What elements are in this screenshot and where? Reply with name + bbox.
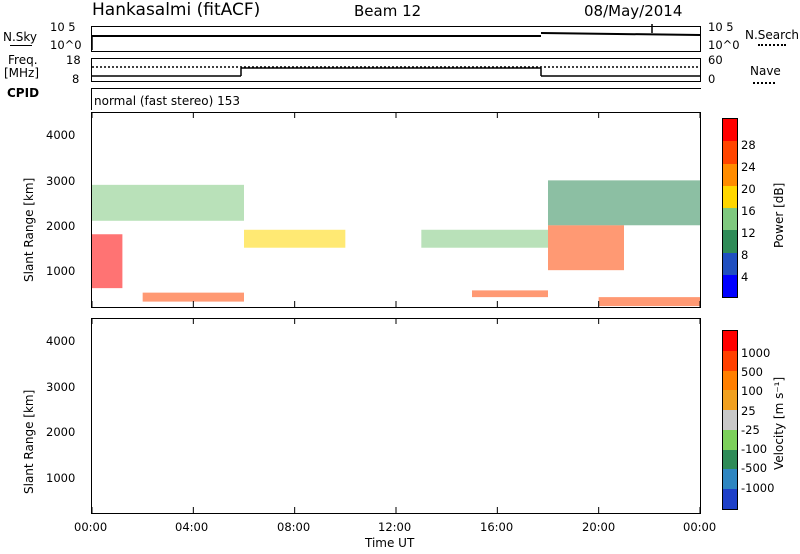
velocity-ytick-1000: 1000 [46, 471, 76, 485]
beam-title: Beam 12 [354, 2, 422, 20]
power-cbar-tick-4: 4 [741, 270, 749, 284]
velocity-cbar-tick-neg100: -100 [741, 442, 768, 456]
velocity-cbar-label: Velocity [m s⁻¹] [772, 376, 786, 470]
velocity-cbar-tick-neg500: -500 [741, 461, 768, 475]
x-tick-2: 08:00 [277, 520, 311, 534]
cpid-mode-text: normal (fast stereo) 153 [94, 94, 241, 108]
colorbar-segment [723, 331, 737, 351]
power-ylabel: Slant Range [km] [22, 177, 36, 282]
n-sky-tick-top: 10 5 [50, 20, 76, 34]
nave-tick-top: 60 [708, 53, 723, 67]
n-search-tick-bottom: 10^0 [708, 38, 740, 52]
velocity-ytick-3000: 3000 [46, 380, 76, 394]
power-cbar-tick-16: 16 [741, 204, 756, 218]
power-region [92, 234, 123, 289]
colorbar-segment [723, 208, 737, 231]
x-tick-0: 00:00 [74, 520, 108, 534]
colorbar-segment [723, 230, 737, 253]
power-cbar-tick-20: 20 [741, 182, 756, 196]
n-search-tick-top: 10 5 [708, 20, 734, 34]
sky-search-panel [91, 26, 701, 52]
x-axis-label: Time UT [365, 536, 415, 550]
power-region [598, 297, 700, 307]
cpid-label: CPID [7, 86, 40, 100]
n-sky-trace [540, 32, 701, 36]
colorbar-segment [723, 350, 737, 371]
freq-unit-label: [MHz] [4, 66, 40, 80]
nave-dotted-line [753, 82, 775, 84]
colorbar-segment [723, 252, 737, 275]
power-region [244, 229, 346, 248]
power-region [421, 229, 548, 248]
colorbar-segment [723, 449, 737, 470]
power-ytick-4000: 4000 [46, 128, 76, 142]
x-tick-5: 20:00 [582, 520, 616, 534]
n-sky-tick-bottom: 10^0 [50, 38, 82, 52]
velocity-colorbar [722, 330, 738, 510]
velocity-ytick-2000: 2000 [46, 425, 76, 439]
colorbar-segment [723, 370, 737, 391]
power-ytick-1000: 1000 [46, 264, 76, 278]
freq-label: Freq. [8, 53, 38, 67]
velocity-cbar-tick-500: 500 [741, 365, 763, 379]
velocity-cbar-tick-neg25: -25 [741, 423, 760, 437]
velocity-ytick-4000: 4000 [46, 334, 76, 348]
colorbar-segment [723, 274, 737, 297]
x-tick-6: 00:00 [683, 520, 717, 534]
colorbar-segment [723, 163, 737, 186]
colorbar-segment [723, 429, 737, 450]
colorbar-segment [723, 469, 737, 490]
x-tick-1: 04:00 [175, 520, 209, 534]
date-title: 08/May/2014 [584, 2, 683, 20]
colorbar-segment [723, 489, 737, 509]
colorbar-segment [723, 141, 737, 164]
power-region [548, 225, 624, 271]
n-search-label: N.Search [745, 28, 800, 42]
velocity-cbar-tick-25: 25 [741, 404, 756, 418]
power-region [548, 180, 700, 226]
power-ytick-2000: 2000 [46, 219, 76, 233]
n-sky-label: N.Sky [3, 30, 38, 44]
velocity-cbar-tick-neg1000: -1000 [741, 481, 775, 495]
power-cbar-tick-12: 12 [741, 226, 756, 240]
velocity-panel-frame [91, 318, 701, 514]
velocity-cbar-tick-100: 100 [741, 384, 763, 398]
power-colorbar [722, 118, 738, 298]
power-region [472, 290, 548, 298]
station-title: Hankasalmi (fitACF) [92, 0, 261, 20]
freq-nave-panel [91, 58, 701, 82]
nave-label: Nave [750, 64, 781, 78]
cpid-panel [91, 88, 701, 110]
colorbar-segment [723, 185, 737, 208]
n-sky-underline [10, 45, 32, 46]
velocity-ylabel: Slant Range [km] [22, 389, 36, 494]
colorbar-segment [723, 119, 737, 142]
power-cbar-tick-24: 24 [741, 160, 756, 174]
n-search-dotted-line [758, 44, 786, 46]
x-tick-3: 12:00 [378, 520, 412, 534]
x-tick-4: 16:00 [480, 520, 514, 534]
colorbar-segment [723, 410, 737, 430]
freq-tick-top: 18 [66, 53, 81, 67]
colorbar-segment [723, 390, 737, 411]
velocity-cbar-tick-1000: 1000 [741, 346, 771, 360]
power-ytick-3000: 3000 [46, 174, 76, 188]
power-region [142, 292, 244, 302]
power-cbar-tick-28: 28 [741, 138, 756, 152]
freq-tick-bottom: 8 [72, 72, 80, 86]
power-region [92, 184, 244, 221]
power-cbar-label: Power [dB] [772, 182, 786, 248]
power-cbar-tick-8: 8 [741, 248, 749, 262]
nave-tick-bottom: 0 [708, 72, 716, 86]
